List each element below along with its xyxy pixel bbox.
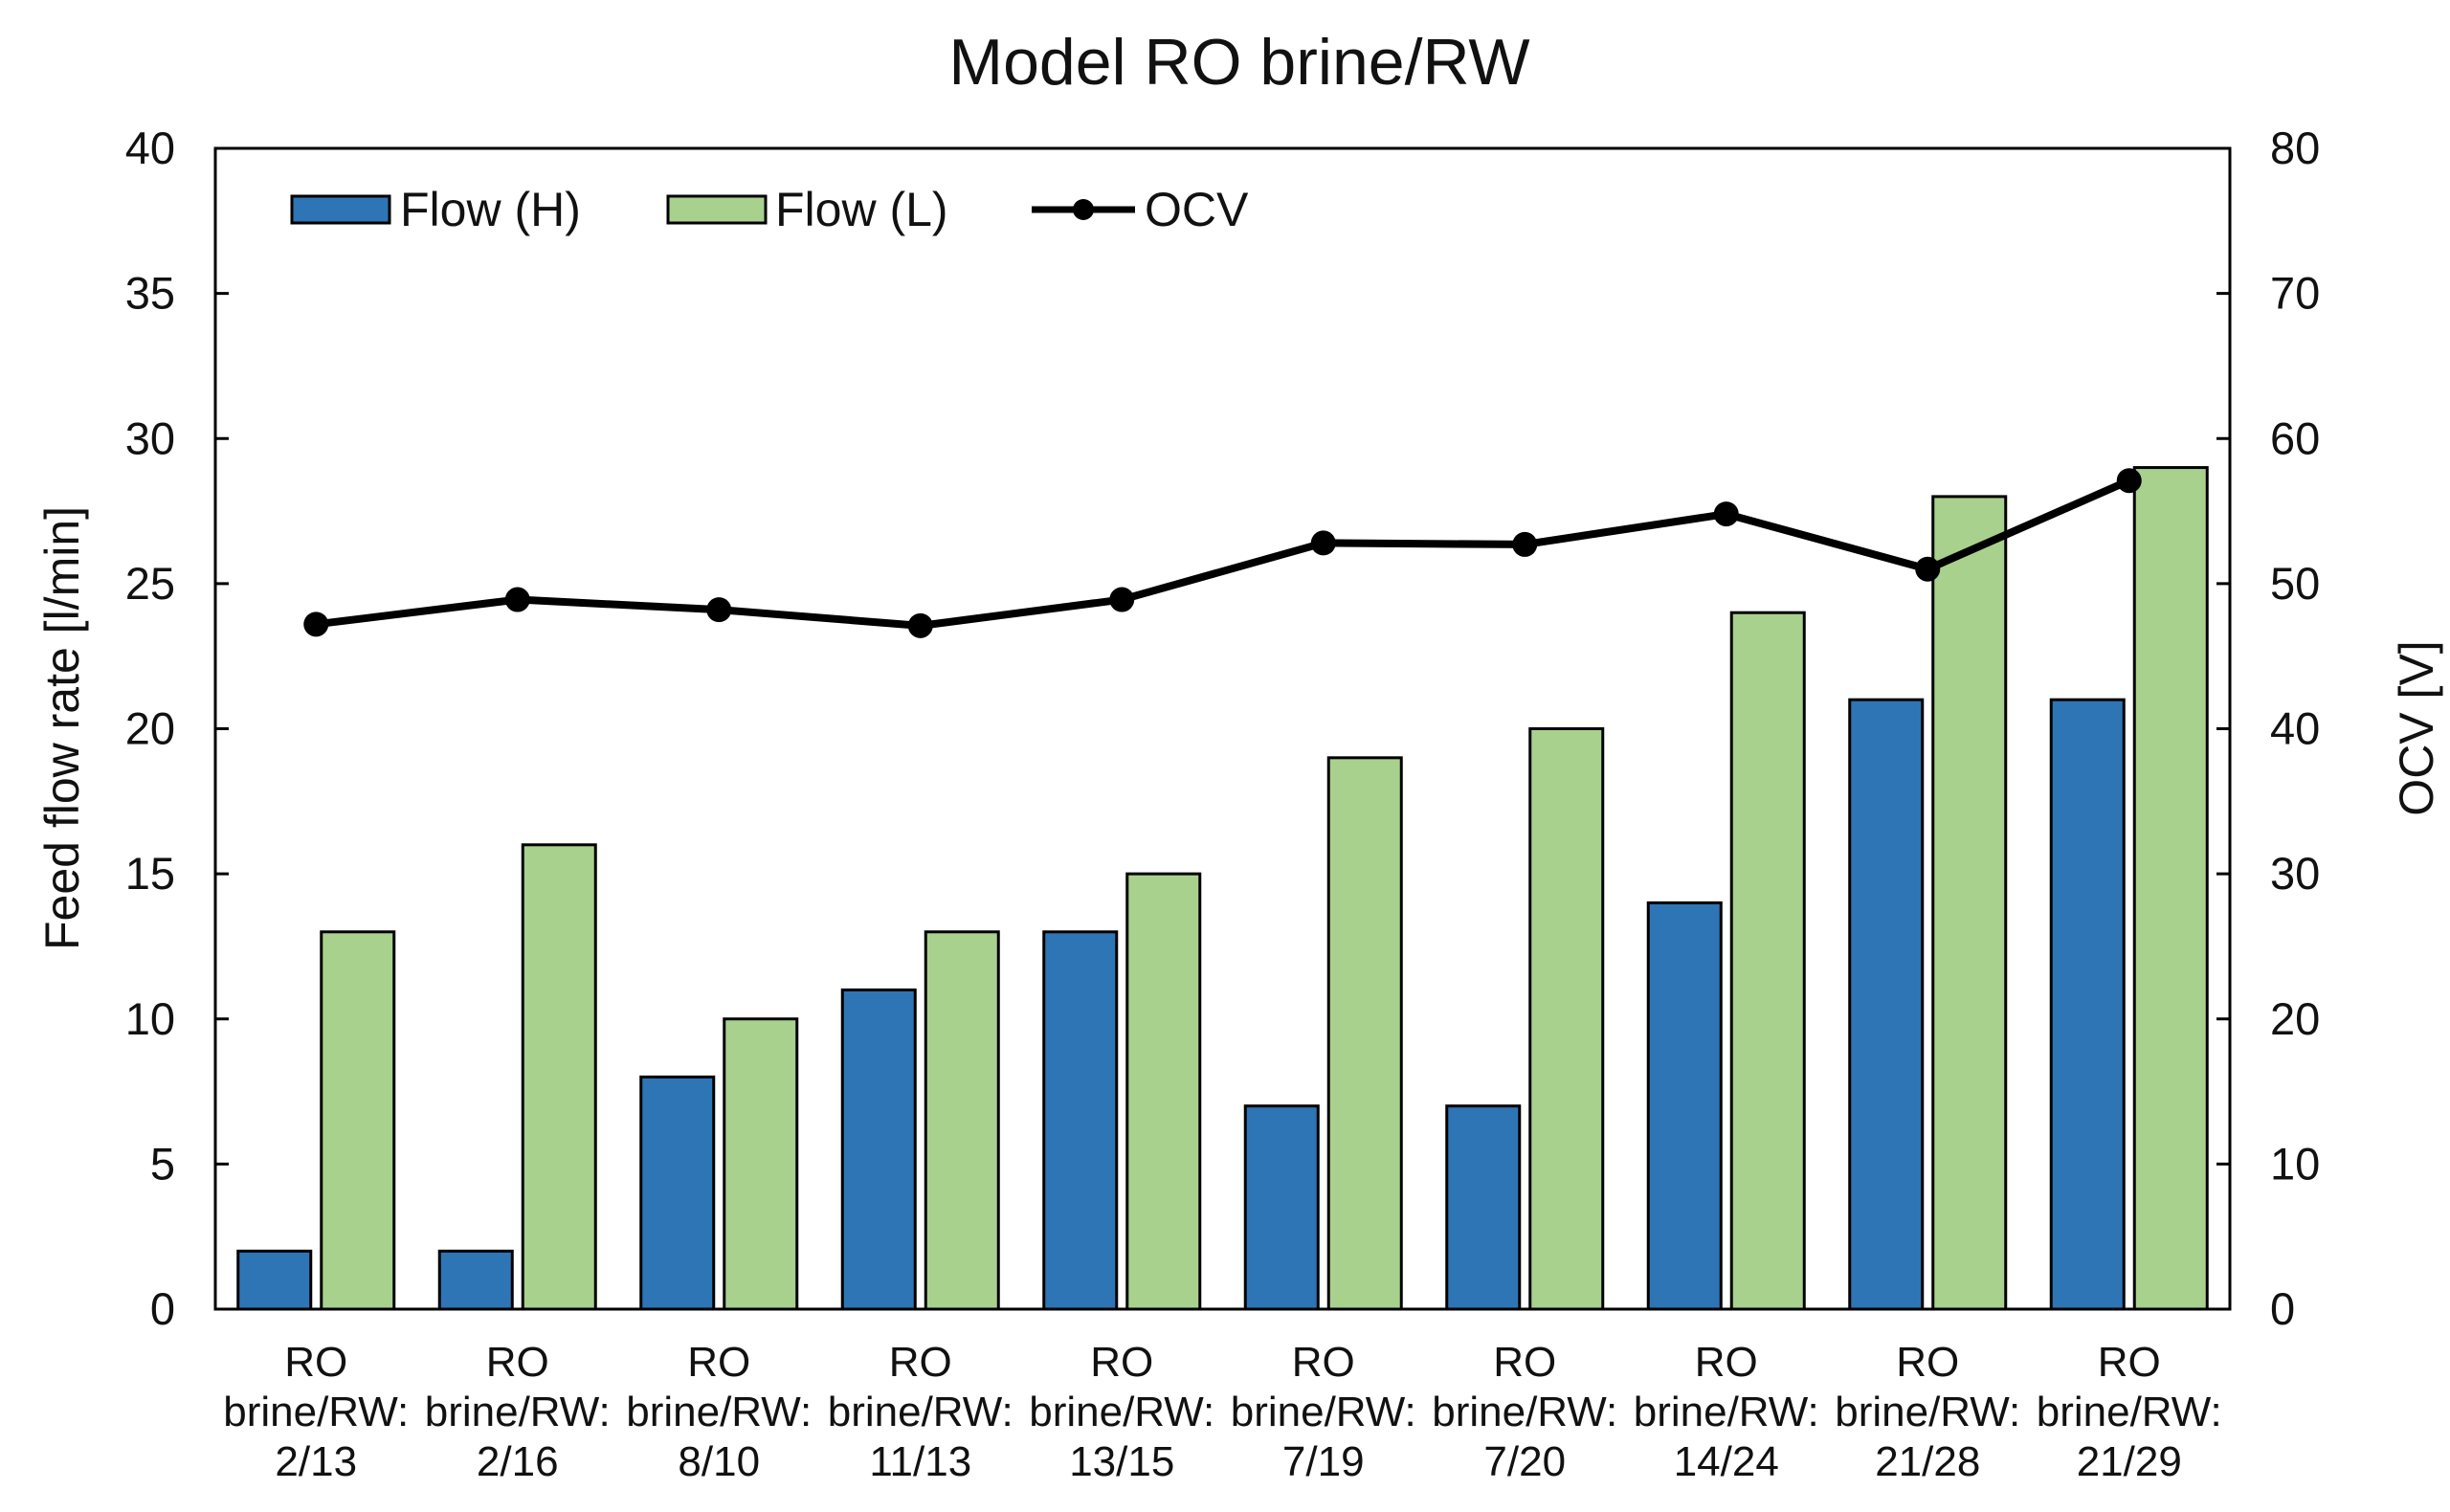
ocv-point-0	[303, 611, 329, 637]
right-axis-ticks: 0 10 20 30 40 50 60 70 80	[2216, 122, 2320, 1334]
x-category-label-4-line-1: brine/RW:	[1029, 1389, 1214, 1435]
x-category-label-4-line-2: 13/15	[1069, 1438, 1174, 1485]
x-category-label-5-line-2: 7/19	[1282, 1438, 1365, 1485]
plot-area-frame	[213, 146, 2232, 1311]
ocv-line	[315, 477, 2131, 630]
y-tick-label-1: 5	[150, 1138, 175, 1189]
x-category-label-6-line-1: brine/RW:	[1432, 1389, 1617, 1435]
ocv-point-8	[1915, 556, 1941, 582]
bar-flow-h-2	[639, 1075, 716, 1311]
x-category-label-6-line-0: RO	[1493, 1339, 1556, 1386]
x-category-label-7-line-1: brine/RW:	[1634, 1389, 1819, 1435]
bar-flow-l-6	[1528, 727, 1605, 1311]
x-category-label-0-line-2: 2/13	[275, 1438, 357, 1485]
y-tick-label-8: 40	[125, 122, 175, 173]
legend-swatch-flow-l	[666, 194, 768, 225]
x-category-label-0-line-0: RO	[284, 1339, 347, 1386]
left-axis-ticks: 0 5 10 15 20 25 30 35 40	[125, 122, 229, 1334]
bar-flow-l-2	[723, 1017, 799, 1311]
x-category-label-3-line-2: 11/13	[869, 1438, 971, 1485]
ocv-line-layer	[303, 468, 2142, 638]
bar-flow-h-0	[236, 1249, 313, 1311]
x-category-label-9-line-2: 21/29	[2077, 1438, 2182, 1485]
bar-flow-l-4	[1125, 872, 1202, 1311]
x-category-label-9-line-0: RO	[2098, 1339, 2161, 1386]
x-category-label-1-line-0: RO	[486, 1339, 549, 1386]
x-category-label-0-line-1: brine/RW:	[223, 1389, 409, 1435]
bar-flow-h-3	[840, 988, 917, 1311]
x-category-label-2-line-0: RO	[687, 1339, 750, 1386]
y2-tick-label-6: 60	[2270, 412, 2320, 463]
ocv-point-6	[1512, 531, 1538, 557]
x-category-label-2-line-1: brine/RW:	[626, 1389, 812, 1435]
ocv-point-4	[1109, 587, 1135, 612]
bar-flow-h-7	[1646, 901, 1723, 1311]
y2-tick-label-8: 80	[2270, 122, 2320, 173]
x-axis-categories: RObrine/RW:2/13RObrine/RW:2/16RObrine/RW…	[223, 1339, 2222, 1485]
y-axis-title: Feed flow rate [l/min]	[35, 506, 89, 950]
bar-flow-l-0	[320, 930, 396, 1311]
y-tick-label-4: 20	[125, 703, 175, 754]
y2-tick-label-3: 30	[2270, 848, 2320, 899]
legend: Flow (H) Flow (L) OCV	[290, 183, 1249, 236]
chart-title: Model RO brine/RW	[948, 26, 1529, 99]
y2-tick-label-0: 0	[2270, 1283, 2295, 1334]
x-category-label-7-line-0: RO	[1695, 1339, 1758, 1386]
y2-tick-label-7: 70	[2270, 268, 2320, 319]
legend-label-ocv: OCV	[1145, 183, 1249, 236]
x-category-label-2-line-2: 8/10	[678, 1438, 760, 1485]
x-category-label-1-line-1: brine/RW:	[425, 1389, 611, 1435]
ocv-point-2	[706, 597, 732, 623]
x-category-label-6-line-2: 7/20	[1483, 1438, 1566, 1485]
bar-flow-l-7	[1729, 611, 1806, 1311]
ocv-point-1	[504, 587, 530, 612]
ocv-point-9	[2116, 468, 2142, 494]
bar-flow-h-5	[1243, 1104, 1320, 1311]
y2-axis-title: OCV [V]	[2390, 640, 2443, 815]
x-category-label-8-line-2: 21/28	[1875, 1438, 1980, 1485]
ocv-point-7	[1713, 501, 1739, 527]
y-tick-label-5: 25	[125, 558, 175, 609]
y-tick-label-2: 10	[125, 993, 175, 1044]
legend-label-flow-h: Flow (H)	[400, 183, 581, 236]
bar-flow-l-9	[2132, 466, 2209, 1311]
x-category-label-3-line-1: brine/RW:	[828, 1389, 1013, 1435]
ocv-point-5	[1310, 530, 1336, 556]
legend-marker-ocv	[1073, 199, 1094, 220]
x-category-label-8-line-0: RO	[1896, 1339, 1959, 1386]
bar-flow-l-8	[1931, 495, 2008, 1311]
x-category-label-5-line-1: brine/RW:	[1231, 1389, 1416, 1435]
y-tick-label-6: 30	[125, 412, 175, 463]
legend-swatch-flow-h	[290, 194, 391, 225]
x-category-label-9-line-1: brine/RW:	[2037, 1389, 2222, 1435]
bar-flow-h-4	[1042, 930, 1119, 1311]
bar-flow-h-9	[2049, 698, 2126, 1311]
bar-flow-h-6	[1445, 1104, 1522, 1311]
y2-tick-label-5: 50	[2270, 558, 2320, 609]
x-category-label-7-line-2: 14/24	[1674, 1438, 1779, 1485]
x-category-label-5-line-0: RO	[1292, 1339, 1355, 1386]
legend-label-flow-l: Flow (L)	[775, 183, 948, 236]
bar-flow-h-8	[1848, 698, 1925, 1311]
y2-tick-label-2: 20	[2270, 993, 2320, 1044]
y-tick-label-0: 0	[150, 1283, 175, 1334]
ocv-point-3	[907, 612, 933, 638]
bar-flow-l-5	[1326, 756, 1403, 1311]
y-tick-label-7: 35	[125, 268, 175, 319]
y-tick-label-3: 15	[125, 848, 175, 899]
x-category-label-8-line-1: brine/RW:	[1835, 1389, 2020, 1435]
x-category-label-3-line-0: RO	[889, 1339, 952, 1386]
bar-flow-l-3	[924, 930, 1000, 1311]
x-category-label-1-line-2: 2/16	[477, 1438, 559, 1485]
y2-tick-label-1: 10	[2270, 1138, 2320, 1189]
bar-flow-h-1	[437, 1249, 514, 1311]
bar-flow-l-1	[521, 843, 597, 1311]
y2-tick-label-4: 40	[2270, 703, 2320, 754]
bars-layer	[236, 466, 2209, 1311]
x-category-label-4-line-0: RO	[1090, 1339, 1153, 1386]
